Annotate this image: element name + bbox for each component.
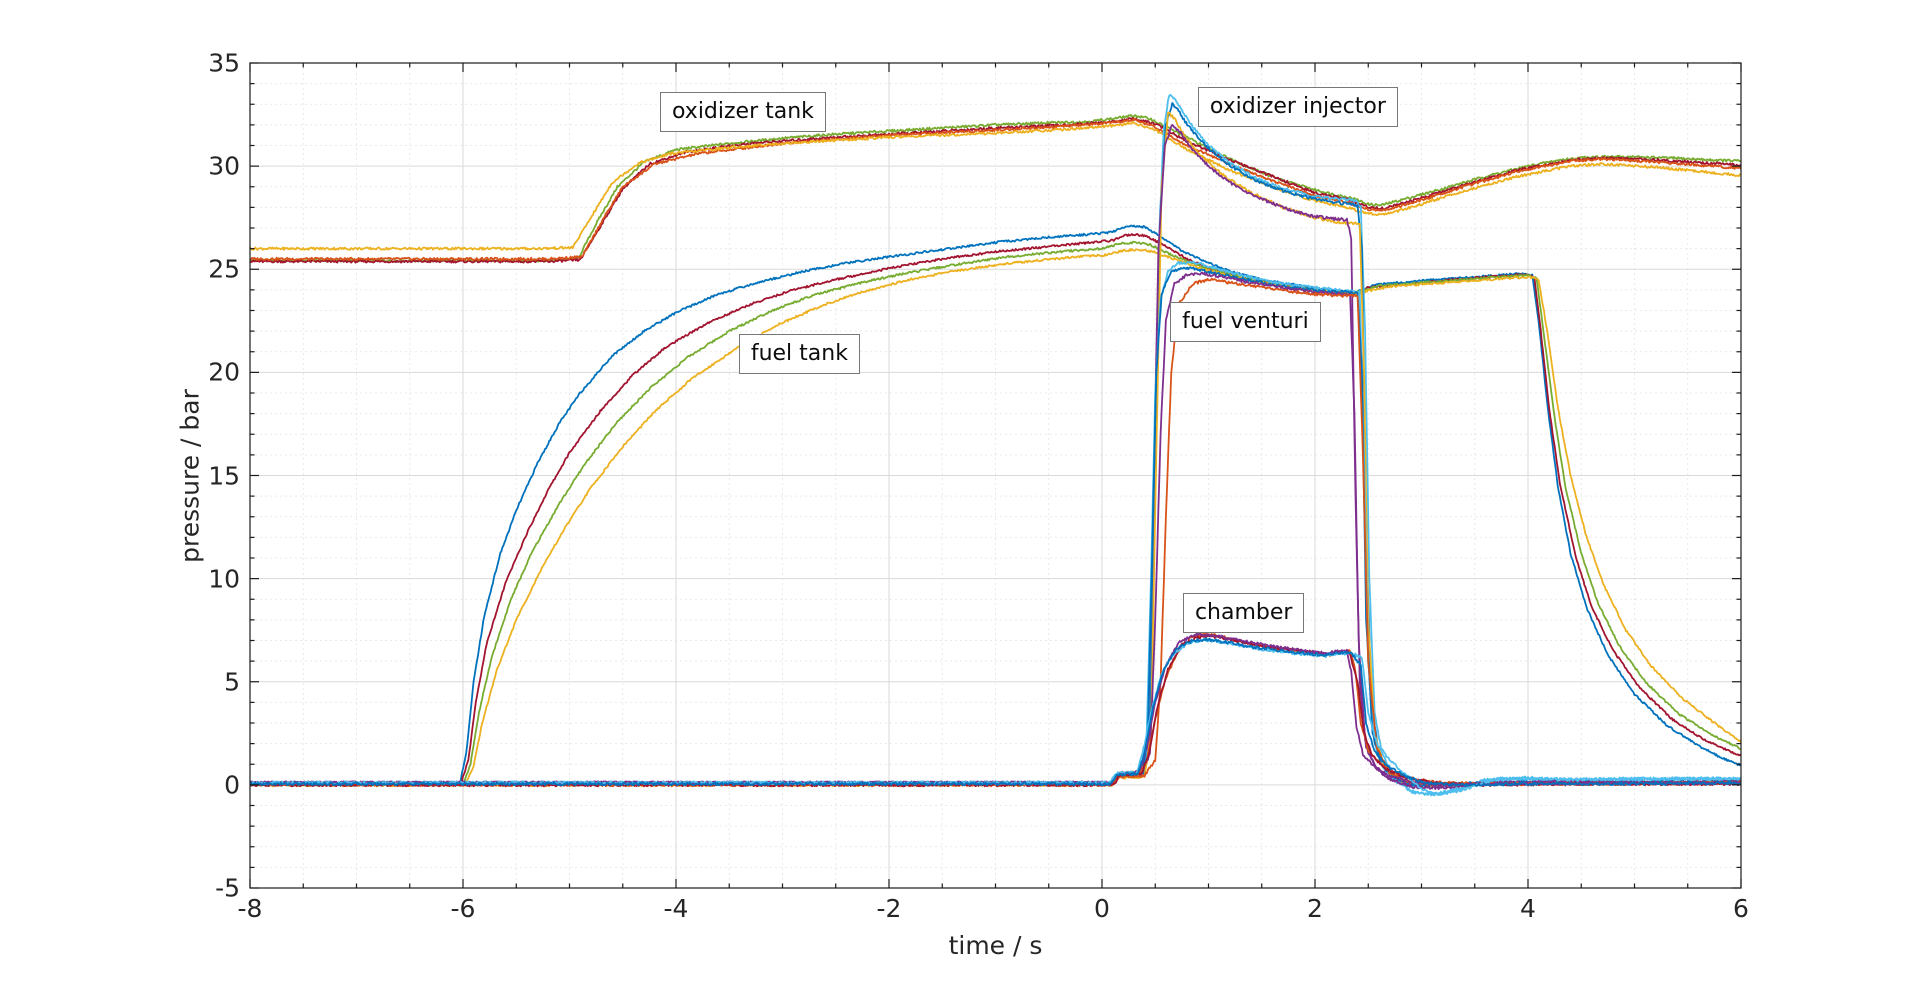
annotation-oxidizer-tank: oxidizer tank	[660, 91, 826, 132]
x-tick-label-4: 4	[1520, 894, 1536, 923]
annotation-fuel-tank: fuel tank	[738, 334, 860, 374]
x-tick-label-0: 0	[1094, 894, 1110, 923]
x-tick-label--8: -8	[237, 894, 263, 923]
x-tick-label--4: -4	[663, 894, 689, 923]
y-tick-label-0: 0	[224, 770, 240, 800]
annotation-chamber: chamber	[1182, 593, 1305, 633]
y-tick-label-10: 10	[208, 564, 240, 594]
y-tick-label-15: 15	[208, 461, 240, 490]
y-axis-title: pressure / bar	[175, 388, 205, 563]
y-tick-label-35: 35	[208, 48, 240, 78]
data-lines	[250, 93, 1741, 797]
series-chamber-blue	[250, 637, 1741, 787]
series-oxidizer-tank-orange	[250, 118, 1741, 261]
y-tick-label-25: 25	[208, 254, 240, 284]
x-tick-label--2: -2	[876, 894, 902, 923]
series-oxidizer-tank-yellow	[250, 121, 1741, 251]
y-tick-label-30: 30	[208, 151, 240, 181]
x-tick-label-2: 2	[1307, 894, 1323, 923]
x-tick-label-6: 6	[1733, 894, 1749, 923]
annotation-fuel-venturi: fuel venturi	[1170, 302, 1321, 342]
x-tick-label--6: -6	[450, 894, 476, 923]
x-axis-title: time / s	[948, 931, 1043, 960]
series-fuel-tank-green	[250, 240, 1741, 787]
y-tick-label-5: 5	[224, 667, 240, 697]
annotation-oxidizer-injector: oxidizer injector	[1197, 86, 1398, 127]
series-fuel-tank-yellow	[250, 248, 1741, 786]
axes-box	[249, 62, 1742, 889]
y-tick-label-20: 20	[208, 357, 240, 387]
y-tick-label--5: -5	[215, 873, 240, 903]
